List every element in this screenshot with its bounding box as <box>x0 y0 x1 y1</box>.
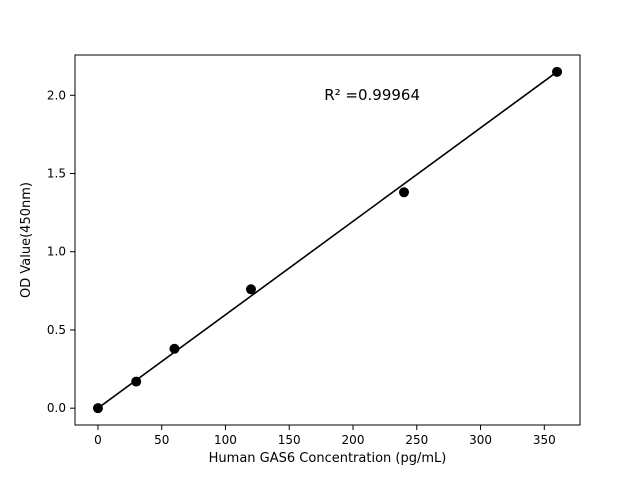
y-axis-label: OD Value(450nm) <box>19 182 34 298</box>
y-axis-tick-label: 1.0 <box>47 245 66 259</box>
y-axis-tick-label: 1.5 <box>47 167 66 181</box>
x-axis-tick-label: 150 <box>278 433 301 447</box>
y-axis-tick-label: 0.5 <box>47 323 66 337</box>
data-point <box>552 66 563 77</box>
plot-frame <box>74 54 581 426</box>
x-axis-tick-label: 100 <box>214 433 237 447</box>
data-point <box>399 187 410 198</box>
y-axis-tick-label: 0.0 <box>47 401 66 415</box>
x-axis-tick-label: 50 <box>154 433 169 447</box>
fit-line <box>97 71 558 409</box>
data-point <box>92 403 103 414</box>
data-point <box>245 284 256 295</box>
r-squared-annotation: R² =0.99964 <box>324 86 420 104</box>
data-point <box>131 376 142 387</box>
x-axis-tick-label: 300 <box>469 433 492 447</box>
data-point <box>169 343 180 354</box>
x-axis-tick-label: 250 <box>405 433 428 447</box>
y-axis-tick-label: 2.0 <box>47 88 66 102</box>
x-axis-tick-label: 350 <box>533 433 556 447</box>
x-axis-label: Human GAS6 Concentration (pg/mL) <box>209 451 447 466</box>
x-axis-tick-label: 0 <box>94 433 102 447</box>
x-axis-tick-label: 200 <box>342 433 365 447</box>
